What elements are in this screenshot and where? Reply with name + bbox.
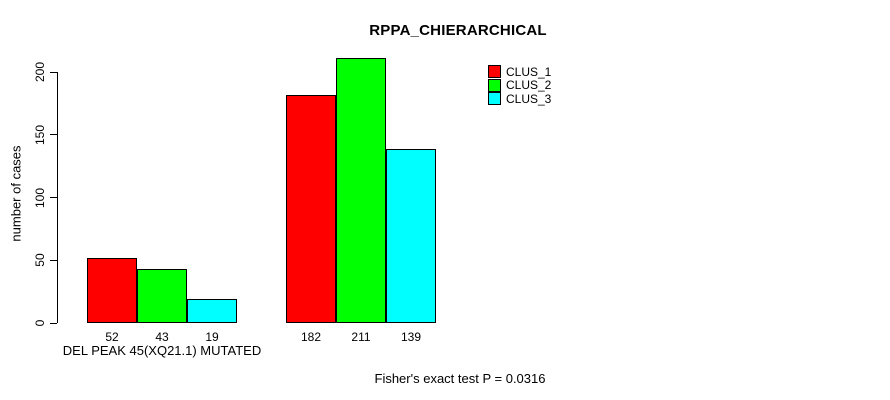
bar-clus_1-group1 [87,257,137,323]
y-axis-tick [50,134,57,136]
x-axis-category-label: DEL PEAK 45(XQ21.1) MUTATED [62,343,262,358]
y-axis-tick-label: 150 [33,124,47,145]
y-axis-tick [50,197,57,198]
y-axis-label: number of cases [8,145,24,242]
bar-clus_2-group1 [137,269,187,323]
y-axis-tick [50,259,57,261]
y-axis-line [57,72,58,323]
legend-label: CLUS_2 [506,78,552,93]
bar-value-label: 52 [105,330,119,344]
bar-clus_3-group1 [187,299,237,323]
legend: CLUS_1 CLUS_2 CLUS_3 [488,65,551,106]
y-axis-tick [50,322,57,324]
legend-swatch-clus_3 [488,92,501,106]
legend-item-clus_1: CLUS_1 [488,65,551,79]
y-axis-tick [50,71,57,73]
bar-value-label: 211 [351,330,371,344]
legend-label: CLUS_3 [506,91,552,106]
bar-clus_1-group2 [286,94,336,323]
legend-swatch-clus_1 [488,65,501,79]
y-axis-tick-label: 200 [33,61,47,83]
bar-value-label: 43 [155,330,169,344]
bar-value-label: 182 [300,330,322,344]
legend-item-clus_3: CLUS_3 [488,92,551,106]
y-axis-tick-label: 100 [33,187,47,208]
bar-value-label: 139 [400,330,422,344]
fisher-test-note: Fisher's exact test P = 0.0316 [374,371,546,386]
bar-clus_2-group2 [336,58,386,323]
legend-swatch-clus_2 [488,78,501,92]
y-axis-tick-label: 50 [33,253,47,267]
y-axis-tick-label: 0 [33,319,47,327]
bar-clus_3-group2 [386,148,436,323]
bar-value-label: 19 [205,330,219,344]
chart-title: RPPA_CHIERARCHICAL [369,22,547,39]
legend-label: CLUS_1 [506,64,552,79]
legend-item-clus_2: CLUS_2 [488,78,552,93]
